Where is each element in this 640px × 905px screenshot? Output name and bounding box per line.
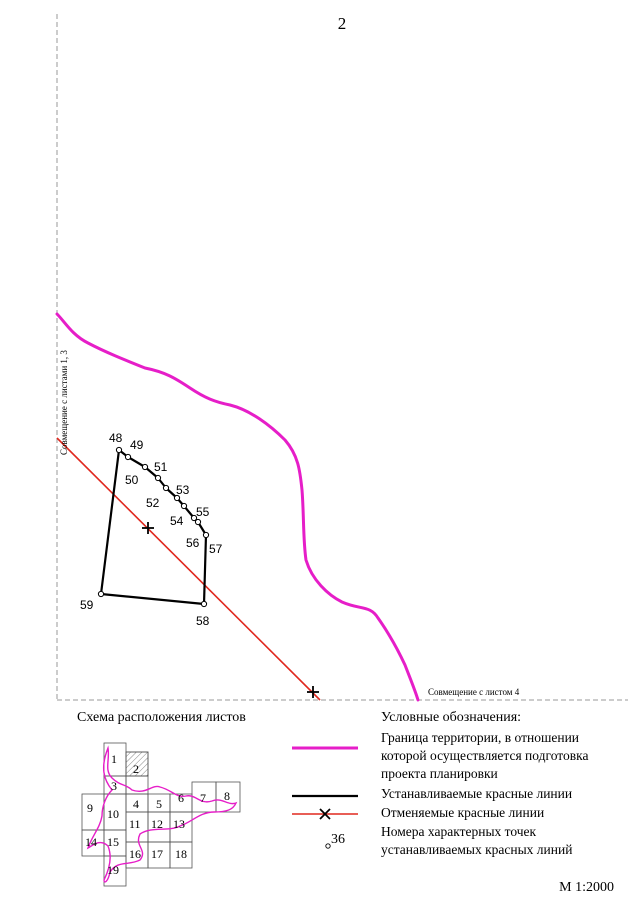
point-marker <box>202 531 210 539</box>
point-label-48: 48 <box>109 431 123 445</box>
point-label-57: 57 <box>209 542 223 556</box>
point-label-50: 50 <box>125 473 139 487</box>
scheme-label: 17 <box>151 847 163 861</box>
scheme-label: 19 <box>107 863 119 877</box>
map-scale: М 1:2000 <box>559 880 614 895</box>
scheme-cell <box>169 841 193 869</box>
legend-point-numbers-text: Номера характерных точек устанавливаемых… <box>381 824 573 857</box>
legend-title: Условные обозначения: <box>381 710 522 725</box>
legend-point-marker-icon <box>325 843 331 849</box>
scheme-label: 9 <box>87 801 93 815</box>
legend-established-lines-text: Устанавливаемые красные линии <box>381 786 573 801</box>
point-marker <box>194 518 202 526</box>
legend-boundary-text: Граница территории, в отношении которой … <box>381 730 589 781</box>
legend-cancelled-cross-icon <box>319 808 331 820</box>
legend-point-sample-number: 36 <box>331 832 345 847</box>
scheme-label: 18 <box>175 847 187 861</box>
characteristic-points <box>97 446 210 608</box>
scheme-label: 10 <box>107 807 119 821</box>
scheme-cell <box>103 855 127 887</box>
scheme-label: 12 <box>151 817 163 831</box>
scheme-label: 14 <box>85 835 97 849</box>
scheme-boundary-outline <box>86 745 238 883</box>
point-marker <box>154 474 162 482</box>
scheme-title: Схема расположения листов <box>77 710 246 725</box>
cancelled-line-cross-mark <box>142 522 154 534</box>
scheme-label: 13 <box>173 817 185 831</box>
scheme-label: 16 <box>129 847 141 861</box>
scheme-label: 7 <box>200 791 206 805</box>
point-label-53: 53 <box>176 483 190 497</box>
point-label-49: 49 <box>130 438 144 452</box>
point-marker <box>190 514 198 522</box>
sheet-number: 2 <box>337 14 347 33</box>
point-marker <box>200 600 208 608</box>
point-marker <box>180 502 188 510</box>
point-label-59: 59 <box>80 598 94 612</box>
scheme-label: 1 <box>111 752 117 766</box>
point-marker <box>162 484 170 492</box>
alignment-note-bottom: Совмещение с листом 4 <box>428 687 520 697</box>
point-label-54: 54 <box>170 514 184 528</box>
scheme-label: 2 <box>133 762 139 776</box>
cancelled-line-cross-mark <box>307 686 319 698</box>
point-marker <box>97 590 105 598</box>
point-marker <box>173 494 181 502</box>
point-label-55: 55 <box>196 505 210 519</box>
cancelled-red-line <box>56 437 321 701</box>
point-label-58: 58 <box>196 614 210 628</box>
point-marker <box>141 463 149 471</box>
scheme-label: 6 <box>178 791 184 805</box>
scheme-label: 8 <box>224 789 230 803</box>
scheme-cell <box>81 793 105 831</box>
scheme-label: 11 <box>129 817 141 831</box>
scheme-label: 15 <box>107 835 119 849</box>
scheme-label: 5 <box>156 797 162 811</box>
point-label-51: 51 <box>154 460 168 474</box>
legend-cancelled-lines-text: Отменяемые красные линии <box>381 805 545 820</box>
scheme-label: 3 <box>111 779 117 793</box>
territory-boundary-line <box>55 312 420 702</box>
point-label-52: 52 <box>146 496 160 510</box>
scheme-label: 4 <box>133 797 139 811</box>
point-label-56: 56 <box>186 536 200 550</box>
scheme-cell <box>215 781 241 813</box>
point-marker <box>115 446 123 454</box>
alignment-note-left: Совмещение с листами 1, 3 <box>59 350 69 455</box>
sheet-layout-scheme <box>81 742 241 887</box>
point-marker <box>124 453 132 461</box>
